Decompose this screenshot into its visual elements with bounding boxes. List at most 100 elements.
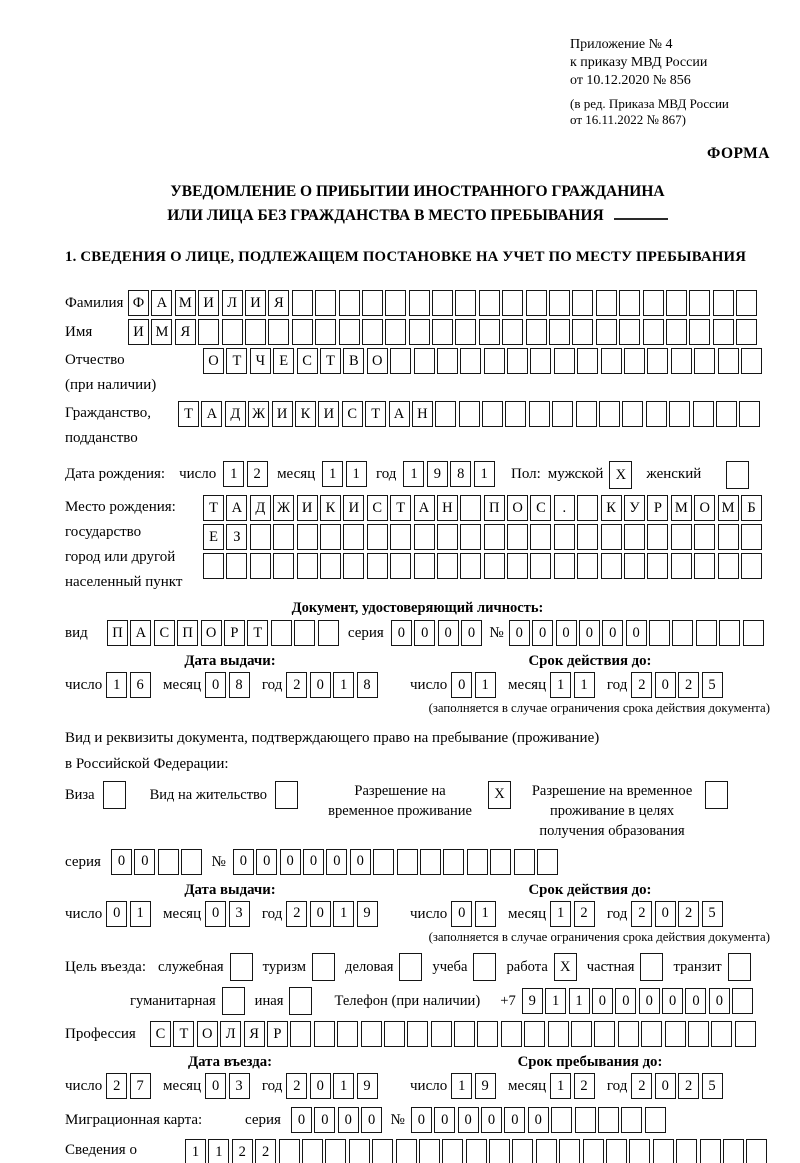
char-cell[interactable] — [203, 553, 224, 580]
char-cell[interactable] — [549, 290, 571, 317]
char-cell[interactable]: 2 — [631, 1073, 653, 1100]
char-cell[interactable]: 3 — [228, 900, 250, 927]
char-cell[interactable] — [571, 1021, 593, 1048]
char-cell[interactable] — [530, 524, 552, 551]
char-cell[interactable] — [559, 1139, 581, 1163]
official-checkbox[interactable] — [229, 953, 253, 982]
char-cell[interactable]: А — [151, 290, 173, 317]
char-cell[interactable]: 5 — [701, 1073, 723, 1100]
residence-permit-checkbox[interactable] — [275, 780, 299, 809]
char-cell[interactable] — [483, 553, 505, 580]
char-cell[interactable] — [740, 553, 762, 580]
char-cell[interactable] — [432, 290, 454, 317]
char-cell[interactable]: 1 — [208, 1139, 230, 1163]
char-cell[interactable] — [692, 401, 714, 428]
char-cell[interactable]: Д — [224, 401, 246, 428]
char-cell[interactable] — [483, 348, 505, 375]
char-cell[interactable]: К — [319, 495, 341, 522]
char-cell[interactable]: Н — [436, 495, 458, 522]
char-cell[interactable]: 0 — [361, 1107, 383, 1134]
char-cell[interactable] — [315, 290, 337, 317]
char-cell[interactable] — [361, 319, 383, 346]
char-cell[interactable]: И — [198, 290, 220, 317]
char-cell[interactable]: О — [694, 495, 716, 522]
char-cell[interactable]: 0 — [578, 620, 600, 647]
char-cell[interactable] — [436, 553, 458, 580]
char-cell[interactable] — [736, 319, 758, 346]
char-cell[interactable]: 0 — [414, 620, 436, 647]
char-cell[interactable] — [198, 319, 220, 346]
char-cell[interactable] — [442, 1139, 464, 1163]
char-cell[interactable] — [249, 524, 271, 551]
char-cell[interactable] — [712, 290, 734, 317]
char-cell[interactable]: 0 — [309, 672, 331, 699]
char-cell[interactable] — [290, 1021, 312, 1048]
char-cell[interactable] — [270, 620, 292, 647]
sex-female-checkbox[interactable] — [726, 461, 750, 490]
char-cell[interactable]: 0 — [205, 900, 227, 927]
char-cell[interactable]: И — [244, 290, 266, 317]
char-cell[interactable] — [390, 524, 412, 551]
char-cell[interactable]: М — [174, 290, 196, 317]
char-cell[interactable] — [739, 401, 761, 428]
char-cell[interactable]: Р — [223, 620, 245, 647]
char-cell[interactable]: 2 — [286, 1073, 308, 1100]
char-cell[interactable] — [507, 524, 529, 551]
char-cell[interactable]: 1 — [322, 461, 344, 488]
char-cell[interactable] — [732, 988, 754, 1015]
visa-checkbox[interactable] — [102, 780, 126, 809]
char-cell[interactable] — [652, 1139, 674, 1163]
char-cell[interactable] — [313, 1021, 335, 1048]
char-cell[interactable]: 0 — [451, 672, 473, 699]
char-cell[interactable]: 2 — [286, 672, 308, 699]
char-cell[interactable] — [665, 319, 687, 346]
char-cell[interactable]: 0 — [434, 1107, 456, 1134]
char-cell[interactable] — [712, 319, 734, 346]
char-cell[interactable] — [711, 1021, 733, 1048]
char-cell[interactable] — [465, 1139, 487, 1163]
char-cell[interactable]: 1 — [333, 672, 355, 699]
char-cell[interactable]: 3 — [228, 1073, 250, 1100]
char-cell[interactable]: 0 — [302, 848, 324, 875]
char-cell[interactable] — [664, 1021, 686, 1048]
char-cell[interactable] — [477, 1021, 499, 1048]
char-cell[interactable]: А — [201, 401, 223, 428]
char-cell[interactable]: С — [153, 620, 175, 647]
char-cell[interactable] — [181, 848, 203, 875]
char-cell[interactable]: 0 — [480, 1107, 502, 1134]
char-cell[interactable]: Р — [266, 1021, 288, 1048]
char-cell[interactable]: Л — [220, 1021, 242, 1048]
char-cell[interactable] — [466, 848, 488, 875]
char-cell[interactable] — [536, 848, 558, 875]
char-cell[interactable]: 1 — [568, 988, 590, 1015]
char-cell[interactable] — [430, 1021, 452, 1048]
char-cell[interactable] — [617, 1021, 639, 1048]
char-cell[interactable]: 0 — [638, 988, 660, 1015]
char-cell[interactable] — [619, 290, 641, 317]
char-cell[interactable] — [296, 553, 318, 580]
char-cell[interactable]: 8 — [356, 672, 378, 699]
char-cell[interactable]: 2 — [573, 900, 595, 927]
char-cell[interactable] — [315, 319, 337, 346]
char-cell[interactable]: 0 — [615, 988, 637, 1015]
char-cell[interactable] — [722, 1139, 744, 1163]
char-cell[interactable]: 9 — [521, 988, 543, 1015]
char-cell[interactable] — [337, 1021, 359, 1048]
char-cell[interactable]: О — [200, 620, 222, 647]
char-cell[interactable]: 0 — [654, 900, 676, 927]
visa-checkbox[interactable] — [102, 780, 126, 809]
char-cell[interactable] — [443, 848, 465, 875]
char-cell[interactable]: 0 — [256, 848, 278, 875]
char-cell[interactable]: Т — [178, 401, 199, 428]
char-cell[interactable]: 1 — [473, 461, 495, 488]
char-cell[interactable] — [574, 1107, 596, 1134]
char-cell[interactable] — [478, 290, 500, 317]
char-cell[interactable] — [524, 1021, 546, 1048]
char-cell[interactable] — [694, 348, 716, 375]
char-cell[interactable] — [595, 290, 617, 317]
